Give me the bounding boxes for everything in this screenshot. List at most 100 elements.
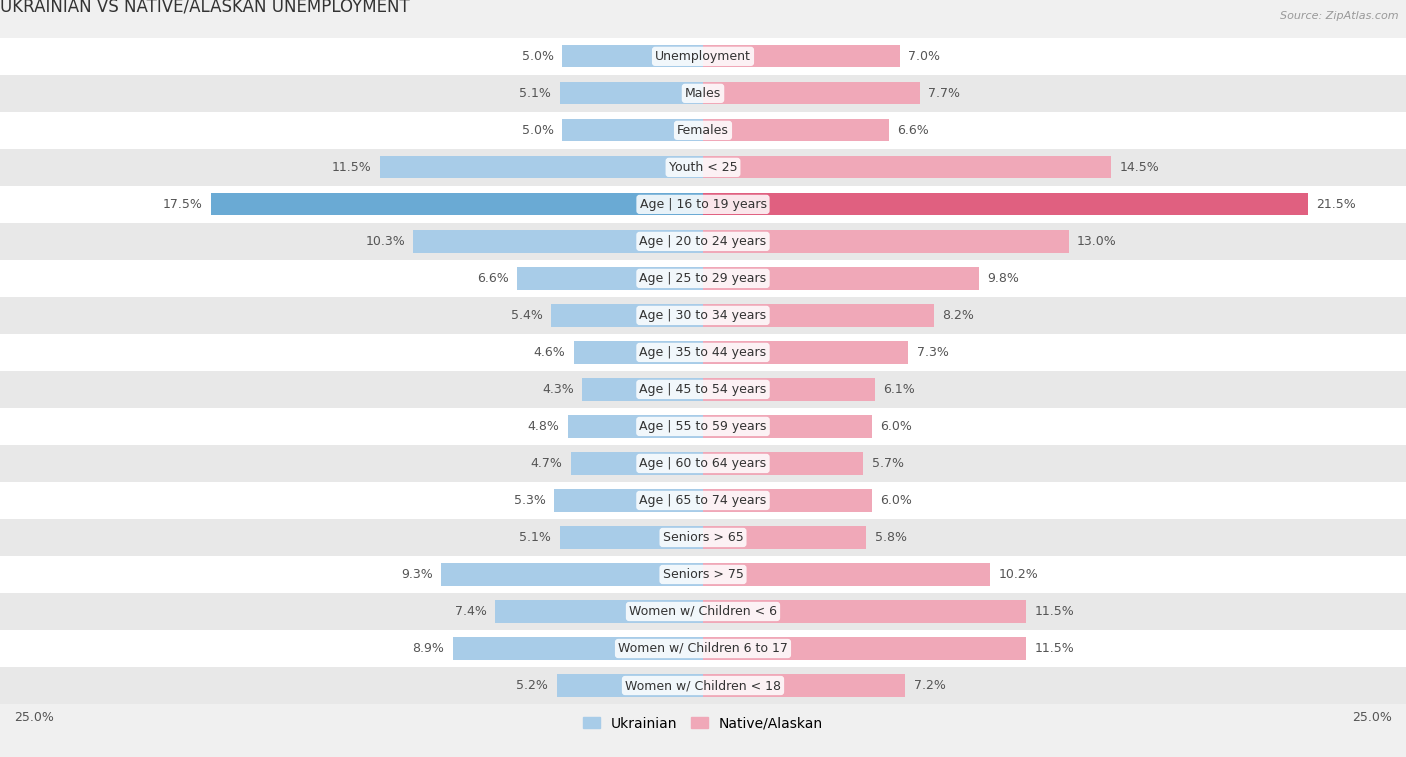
Bar <box>0 371 1406 408</box>
Bar <box>0 445 1406 482</box>
Text: Females: Females <box>678 124 728 137</box>
Text: 25.0%: 25.0% <box>14 711 53 724</box>
Bar <box>517 267 703 289</box>
Bar <box>703 156 1111 179</box>
Bar <box>0 149 1406 186</box>
Bar <box>703 563 990 586</box>
Text: 7.4%: 7.4% <box>454 605 486 618</box>
Text: 5.0%: 5.0% <box>522 124 554 137</box>
Text: Age | 60 to 64 years: Age | 60 to 64 years <box>640 457 766 470</box>
Bar <box>703 378 875 400</box>
Bar <box>495 600 703 622</box>
Bar <box>0 482 1406 519</box>
Text: 8.2%: 8.2% <box>942 309 974 322</box>
Text: 17.5%: 17.5% <box>163 198 202 211</box>
Bar <box>703 341 908 363</box>
Bar <box>0 408 1406 445</box>
Bar <box>380 156 703 179</box>
Text: Age | 55 to 59 years: Age | 55 to 59 years <box>640 420 766 433</box>
Bar <box>453 637 703 659</box>
Bar <box>703 193 1308 216</box>
Text: 5.0%: 5.0% <box>522 50 554 63</box>
Text: 6.1%: 6.1% <box>883 383 915 396</box>
Text: 6.0%: 6.0% <box>880 494 912 507</box>
Text: Age | 30 to 34 years: Age | 30 to 34 years <box>640 309 766 322</box>
Text: 4.6%: 4.6% <box>533 346 565 359</box>
Text: 5.2%: 5.2% <box>516 679 548 692</box>
Text: 5.1%: 5.1% <box>519 87 551 100</box>
Bar <box>703 674 905 696</box>
Text: 4.3%: 4.3% <box>541 383 574 396</box>
Bar <box>703 416 872 438</box>
Bar <box>703 267 979 289</box>
Text: Youth < 25: Youth < 25 <box>669 161 737 174</box>
Bar <box>413 230 703 253</box>
Text: Women w/ Children 6 to 17: Women w/ Children 6 to 17 <box>619 642 787 655</box>
Text: 25.0%: 25.0% <box>1353 711 1392 724</box>
Text: 9.8%: 9.8% <box>987 272 1019 285</box>
Text: 5.1%: 5.1% <box>519 531 551 544</box>
Bar <box>0 260 1406 297</box>
Text: Unemployment: Unemployment <box>655 50 751 63</box>
Bar <box>0 112 1406 149</box>
Text: Seniors > 65: Seniors > 65 <box>662 531 744 544</box>
Text: 11.5%: 11.5% <box>1035 642 1074 655</box>
Text: Age | 20 to 24 years: Age | 20 to 24 years <box>640 235 766 248</box>
Text: 10.3%: 10.3% <box>366 235 405 248</box>
Bar <box>574 341 703 363</box>
Bar <box>703 489 872 512</box>
Bar <box>562 120 703 142</box>
Bar <box>703 120 889 142</box>
Bar <box>703 600 1026 622</box>
Bar <box>703 45 900 67</box>
Text: Age | 16 to 19 years: Age | 16 to 19 years <box>640 198 766 211</box>
Bar <box>571 453 703 475</box>
Text: 7.3%: 7.3% <box>917 346 949 359</box>
Text: 14.5%: 14.5% <box>1119 161 1159 174</box>
Text: Women w/ Children < 18: Women w/ Children < 18 <box>626 679 780 692</box>
Text: 5.8%: 5.8% <box>875 531 907 544</box>
Bar <box>0 667 1406 704</box>
Bar <box>0 556 1406 593</box>
Text: 8.9%: 8.9% <box>412 642 444 655</box>
Text: Seniors > 75: Seniors > 75 <box>662 568 744 581</box>
Text: 9.3%: 9.3% <box>401 568 433 581</box>
Text: UKRAINIAN VS NATIVE/ALASKAN UNEMPLOYMENT: UKRAINIAN VS NATIVE/ALASKAN UNEMPLOYMENT <box>0 0 409 16</box>
Bar <box>562 45 703 67</box>
Bar <box>557 674 703 696</box>
Bar <box>703 230 1069 253</box>
Text: 6.6%: 6.6% <box>477 272 509 285</box>
Bar <box>703 304 934 326</box>
Bar <box>0 186 1406 223</box>
Bar <box>0 75 1406 112</box>
Text: 21.5%: 21.5% <box>1316 198 1355 211</box>
Bar <box>0 38 1406 75</box>
Bar <box>0 297 1406 334</box>
Text: Age | 45 to 54 years: Age | 45 to 54 years <box>640 383 766 396</box>
Bar <box>0 519 1406 556</box>
Text: 10.2%: 10.2% <box>998 568 1038 581</box>
Text: 13.0%: 13.0% <box>1077 235 1116 248</box>
Bar <box>703 526 866 549</box>
Legend: Ukrainian, Native/Alaskan: Ukrainian, Native/Alaskan <box>578 711 828 736</box>
Text: 5.7%: 5.7% <box>872 457 904 470</box>
Text: 7.2%: 7.2% <box>914 679 946 692</box>
Text: Women w/ Children < 6: Women w/ Children < 6 <box>628 605 778 618</box>
Text: 6.0%: 6.0% <box>880 420 912 433</box>
Bar <box>560 83 703 104</box>
Text: 11.5%: 11.5% <box>332 161 371 174</box>
Bar <box>703 83 920 104</box>
Bar <box>703 453 863 475</box>
Text: 5.4%: 5.4% <box>510 309 543 322</box>
Text: 11.5%: 11.5% <box>1035 605 1074 618</box>
Text: Age | 25 to 29 years: Age | 25 to 29 years <box>640 272 766 285</box>
Bar <box>551 304 703 326</box>
Text: 6.6%: 6.6% <box>897 124 929 137</box>
Bar <box>441 563 703 586</box>
Text: Age | 65 to 74 years: Age | 65 to 74 years <box>640 494 766 507</box>
Bar <box>582 378 703 400</box>
Bar <box>554 489 703 512</box>
Bar <box>0 593 1406 630</box>
Text: 5.3%: 5.3% <box>513 494 546 507</box>
Text: 4.8%: 4.8% <box>527 420 560 433</box>
